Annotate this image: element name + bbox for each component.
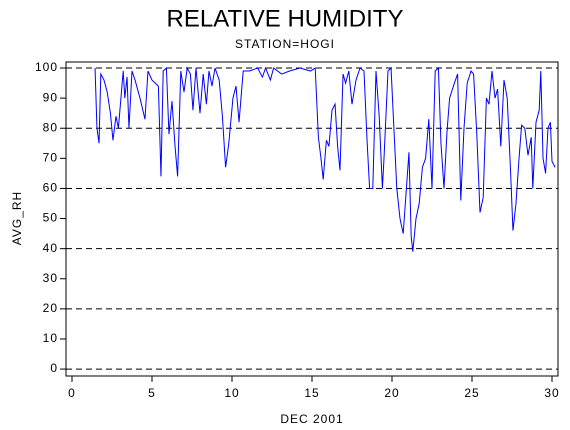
y-tick-label: 60 — [43, 181, 58, 195]
x-tick-label: 0 — [68, 386, 76, 400]
y-tick-label: 100 — [35, 60, 58, 74]
y-tick-label: 0 — [50, 361, 58, 375]
y-tick-label: 30 — [43, 271, 58, 285]
y-tick-label: 40 — [43, 241, 58, 255]
x-tick-label: 25 — [464, 386, 479, 400]
y-tick-label: 90 — [43, 90, 58, 104]
y-tick-label: 10 — [43, 331, 58, 345]
x-tick-label: 5 — [148, 386, 156, 400]
y-tick-label: 80 — [43, 120, 58, 134]
y-tick-label: 70 — [43, 151, 58, 165]
x-tick-label: 15 — [304, 386, 319, 400]
y-axis-label: AVG_RH — [10, 191, 24, 245]
x-tick-label: 30 — [544, 386, 559, 400]
chart-subtitle: STATION=HOGI — [235, 37, 335, 51]
y-tick-label: 50 — [43, 211, 58, 225]
x-tick-label: 10 — [224, 386, 239, 400]
x-axis-label: DEC 2001 — [280, 412, 343, 426]
data-line — [94, 66, 556, 252]
chart-title: RELATIVE HUMIDITY — [167, 5, 404, 32]
y-tick-label: 20 — [43, 301, 58, 315]
x-tick-label: 20 — [384, 386, 399, 400]
plot-frame — [65, 61, 559, 377]
